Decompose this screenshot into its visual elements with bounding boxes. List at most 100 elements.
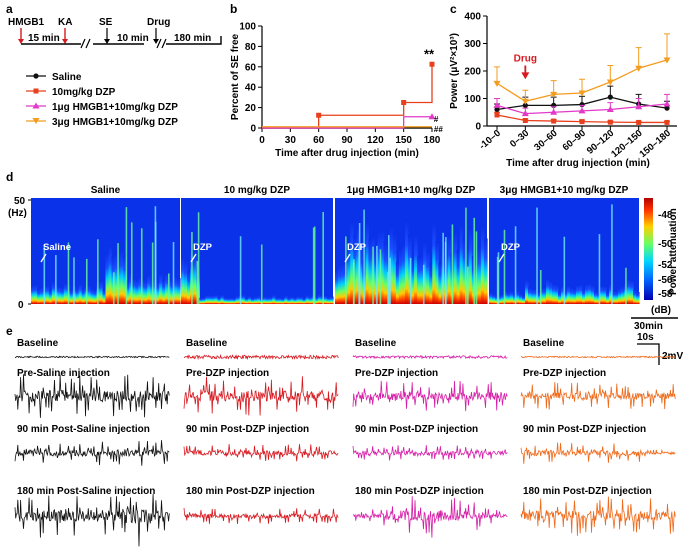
eeg-scale-time: 10s (637, 332, 654, 343)
spectro-marker-arrow (344, 253, 351, 263)
y-tick-label: 60 (245, 62, 257, 73)
spectro-band (423, 240, 427, 304)
series-marker (493, 80, 501, 87)
spectro-spike (514, 226, 517, 304)
interval-180min: 180 min (174, 33, 211, 44)
spectro-band (226, 297, 231, 304)
spectro-band (220, 294, 225, 304)
spectro-band (573, 288, 577, 304)
spectro-band (636, 291, 640, 304)
spectro-band (314, 296, 319, 304)
timeline-event-se: SE (99, 17, 113, 28)
spectro-band (426, 249, 430, 304)
legend-1ug: 1μg HMGB1+10mg/kg DZP (26, 102, 178, 113)
legend-label-dzp: 10mg/kg DZP (52, 87, 116, 98)
spectro-spike (154, 221, 157, 304)
spectro-band (338, 264, 342, 304)
spectro-marker-arrow (498, 253, 505, 263)
spectro-band (392, 231, 397, 304)
spectrogram-panel: Saline Saline (31, 185, 181, 304)
series-marker (521, 110, 529, 117)
spectro-band (525, 279, 529, 304)
spectro-band (205, 295, 209, 304)
series-line (262, 64, 433, 129)
spectro-band (208, 295, 212, 304)
spectro-band (540, 287, 544, 304)
series-marker (429, 61, 435, 67)
spectro-band (223, 297, 228, 304)
spectro-spike (496, 256, 499, 304)
spectro-band (60, 287, 65, 304)
colorbar-gradient (644, 198, 653, 300)
hmgb1-arrowhead (18, 39, 24, 44)
spectro-band (407, 234, 412, 304)
spectro-band (429, 263, 433, 304)
spectro-band (522, 295, 526, 304)
spectro-spike (442, 232, 444, 304)
spectro-spike (451, 224, 454, 304)
eeg-trace (353, 496, 508, 538)
spectro-spike (345, 236, 347, 304)
x-tick-label: 150–180 (638, 128, 673, 160)
spectro-spike (313, 226, 316, 304)
spectro-spike (191, 231, 193, 304)
spectro-band (576, 284, 580, 304)
panel-label-e: e (6, 324, 13, 338)
spectro-band (462, 237, 467, 304)
y-tick-label: 20 (245, 103, 257, 114)
spectro-band (546, 278, 550, 304)
spectro-band (281, 297, 285, 304)
spectro-spike (85, 258, 88, 304)
x-tick-label: 30–60 (532, 128, 559, 153)
timeline: HMGB1 KA SE Drug 15 min 10 min 180 min (8, 17, 222, 49)
x-tick-label: 0–30 (508, 128, 531, 150)
spectro-spike (379, 249, 382, 304)
scalebar-label: 30min (634, 321, 663, 332)
series-marker (578, 107, 586, 114)
spectro-band (489, 292, 493, 304)
series-marker (401, 100, 407, 105)
eeg-trace (520, 496, 676, 536)
spectro-spike (151, 242, 154, 304)
spectro-band (211, 295, 216, 304)
eeg-row-label: 180 min Post-Saline injection (17, 486, 155, 497)
spectrogram-panel: 3μg HMGB1+10 mg/kg DZP DZP (489, 185, 640, 304)
eeg-row-label: Baseline (523, 338, 565, 349)
ka-arrowhead (62, 39, 68, 44)
drug-arrowhead (521, 72, 530, 80)
y-tick-label: 300 (464, 39, 481, 50)
spectro-band (287, 297, 292, 304)
spectro-spike (322, 211, 324, 304)
spectro-band (365, 220, 370, 304)
eeg-trace (183, 376, 339, 416)
spectro-band (326, 296, 331, 304)
spectro-spike (465, 207, 467, 304)
spectro-band (241, 294, 246, 304)
significance-mark: # (434, 115, 439, 124)
spectro-band (162, 279, 166, 304)
timeline-event-drug: Drug (147, 17, 170, 28)
spectro-band (63, 282, 68, 304)
spectro-band (45, 284, 50, 304)
spectro-y-bottom: 0 (18, 300, 24, 311)
spectro-marker-label: DZP (193, 242, 213, 253)
spectro-band (510, 290, 514, 304)
series-marker (493, 101, 501, 108)
spectro-spike (130, 222, 133, 304)
eeg-row-label: Pre-DZP injection (186, 368, 269, 379)
series-marker (635, 103, 643, 110)
spectro-band (48, 289, 53, 304)
spectro-spike (422, 264, 425, 304)
spectro-marker-arrow (190, 253, 197, 263)
spectro-band (564, 289, 568, 304)
spectro-band (483, 238, 488, 304)
y-tick-label: 400 (464, 12, 481, 23)
spectro-band (420, 254, 424, 304)
spectro-spike (73, 257, 75, 304)
spectro-band (202, 297, 206, 304)
eeg-row-label: Pre-DZP injection (355, 368, 438, 379)
spectro-band (468, 226, 473, 304)
spectro-spike (353, 259, 355, 304)
spectro-band (250, 297, 255, 304)
spectro-band (36, 288, 41, 304)
